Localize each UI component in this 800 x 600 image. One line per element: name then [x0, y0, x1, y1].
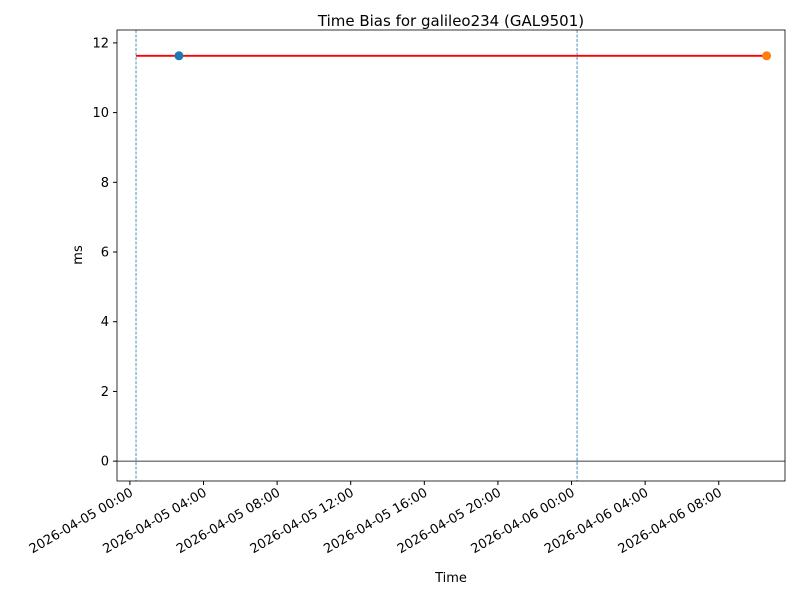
plot-frame	[116, 29, 786, 482]
data-point	[762, 51, 772, 61]
y-tick-label: 10	[92, 106, 109, 121]
y-tick-label: 12	[92, 36, 109, 51]
y-axis-label: ms	[71, 245, 86, 265]
y-tick-label: 0	[101, 455, 109, 470]
y-tick-label: 2	[101, 385, 109, 400]
y-tick-label: 4	[101, 315, 109, 330]
x-axis-label: Time	[434, 571, 467, 586]
y-tick-label: 8	[101, 176, 109, 191]
y-tick-label: 6	[101, 246, 109, 261]
data-point	[174, 51, 184, 61]
chart-title: Time Bias for galileo234 (GAL9501)	[317, 12, 584, 30]
